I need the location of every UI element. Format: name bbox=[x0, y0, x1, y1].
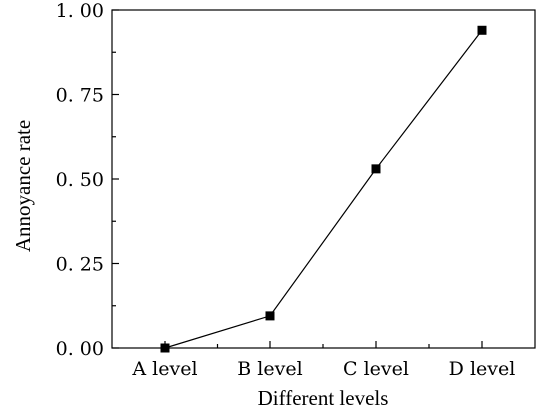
y-tick-label: 0. 25 bbox=[56, 254, 104, 276]
series-line bbox=[164, 29, 483, 349]
data-point-marker bbox=[477, 25, 487, 35]
y-axis-ticks: 0. 00 0. 25 0. 50 0. 75 1. 00 bbox=[56, 0, 119, 360]
data-point-marker bbox=[371, 164, 381, 174]
x-axis-ticks: A level B level C level D level bbox=[131, 341, 515, 380]
x-tick-label: B level bbox=[237, 358, 302, 380]
x-axis-title: Different levels bbox=[258, 386, 389, 410]
y-tick-label: 1. 00 bbox=[56, 0, 104, 22]
plot-frame bbox=[111, 9, 536, 349]
series-layer bbox=[160, 25, 487, 353]
x-tick-label: D level bbox=[449, 358, 516, 380]
y-axis-title: Annoyance rate bbox=[11, 120, 35, 252]
x-tick-label: C level bbox=[343, 358, 409, 380]
x-tick-label: A level bbox=[131, 358, 197, 380]
y-tick-label: 0. 50 bbox=[56, 169, 104, 191]
data-point-marker bbox=[160, 343, 170, 353]
data-point-marker bbox=[265, 311, 275, 321]
y-tick-label: 0. 75 bbox=[56, 85, 104, 107]
y-tick-label: 0. 00 bbox=[56, 338, 104, 360]
